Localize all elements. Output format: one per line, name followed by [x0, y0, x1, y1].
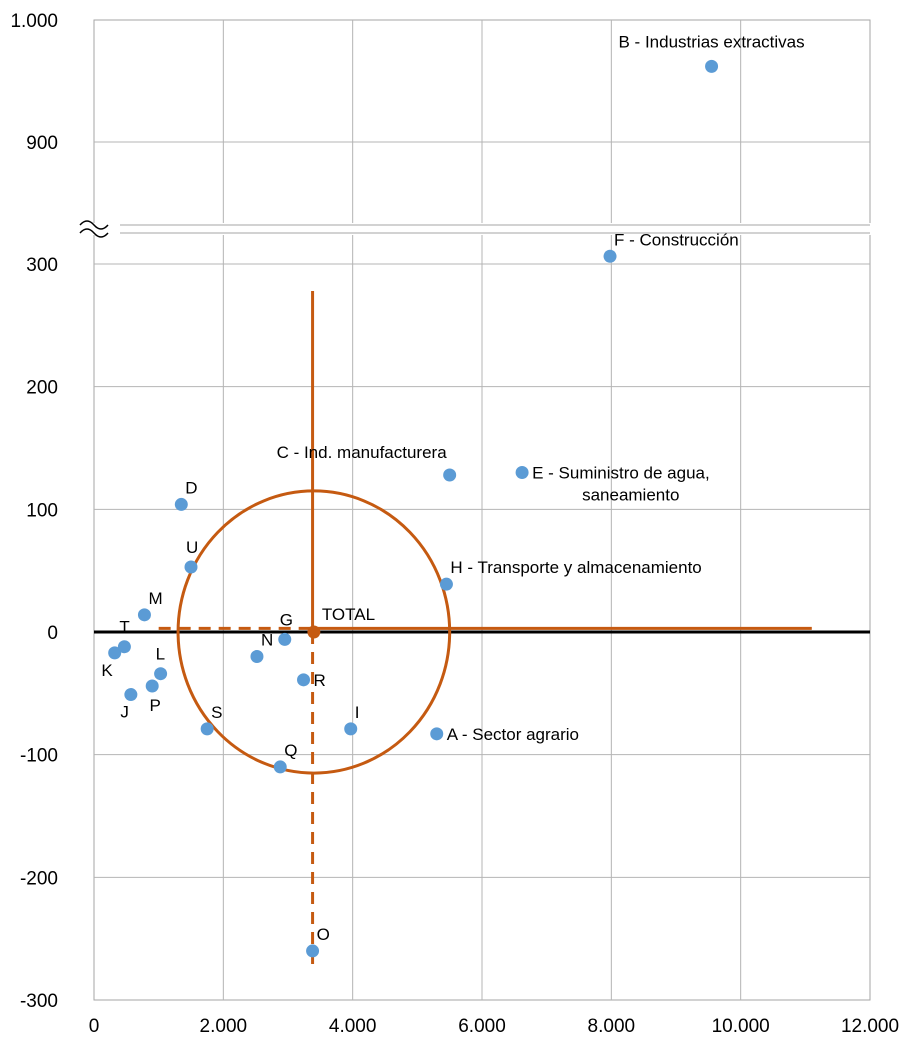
data-point: [145, 679, 159, 693]
data-point: [154, 667, 168, 681]
data-point: [278, 632, 292, 646]
data-point: [250, 650, 264, 664]
axis-break-band: [92, 223, 872, 235]
data-point: [184, 560, 198, 574]
x-tick-label: 2.000: [200, 1016, 248, 1037]
point-label: N: [261, 631, 273, 650]
data-point: [200, 722, 214, 736]
point-label: T: [119, 618, 129, 637]
data-point: [705, 59, 719, 73]
x-tick-label: 4.000: [329, 1016, 377, 1037]
point-label: G: [280, 610, 293, 629]
point-label: saneamiento: [582, 486, 679, 505]
y-tick-label: 200: [26, 378, 58, 399]
point-label: J: [120, 703, 129, 722]
point-label: R: [314, 671, 326, 690]
point-label: P: [150, 696, 161, 715]
y-tick-label: -100: [20, 746, 58, 767]
point-label: L: [156, 645, 165, 664]
axis-break: [79, 220, 872, 238]
data-point: [439, 577, 453, 591]
x-tick-label: 0: [89, 1016, 100, 1037]
point-label: B - Industrias extractivas: [619, 32, 805, 51]
data-points: [108, 59, 719, 958]
point-label: A - Sector agrario: [447, 725, 579, 744]
data-point: [297, 673, 311, 687]
point-label: E - Suministro de agua,: [532, 464, 710, 483]
axis-break-symbol: [79, 228, 109, 238]
data-point: [306, 944, 320, 958]
data-point: [430, 727, 444, 741]
data-point: [443, 468, 457, 482]
data-point: [108, 646, 122, 660]
y-tick-label: 900: [26, 133, 58, 154]
data-point: [273, 760, 287, 774]
x-tick-label: 6.000: [458, 1016, 506, 1037]
y-tick-label: 100: [26, 500, 58, 521]
point-label: S: [211, 703, 222, 722]
data-point: [344, 722, 358, 736]
point-label: C - Ind. manufacturera: [277, 443, 448, 462]
y-tick-label: 0: [47, 623, 58, 644]
data-point: [515, 466, 529, 480]
point-labels: TOTAL A - Sector agrario B - Industrias ex…: [101, 32, 804, 944]
point-label: U: [186, 538, 198, 557]
point-label: I: [355, 703, 360, 722]
tick-labels: 0 2.000 4.000 6.000 8.000 10.000 12.000 -300 -20…: [10, 11, 899, 1037]
data-point: [124, 688, 138, 702]
reference-circle: [176, 489, 452, 775]
point-label: K: [101, 661, 113, 680]
point-label: O: [317, 925, 330, 944]
axis-break-symbol: [79, 220, 109, 230]
data-point: [117, 640, 131, 654]
data-point: [137, 608, 151, 622]
y-tick-label: -300: [20, 991, 58, 1012]
reference-lines: [158, 290, 812, 966]
y-tick-label: 1.000: [10, 11, 58, 32]
point-label: H - Transporte y almacenamiento: [450, 558, 701, 577]
total-point: [307, 625, 321, 639]
x-tick-label: 12.000: [841, 1016, 899, 1037]
data-point: [603, 249, 617, 263]
total-label: TOTAL: [322, 605, 375, 624]
grid-layer: [93, 19, 871, 1001]
point-label: D: [185, 478, 197, 497]
y-tick-label: 300: [26, 255, 58, 276]
x-tick-label: 8.000: [588, 1016, 636, 1037]
x-tick-label: 10.000: [712, 1016, 770, 1037]
y-tick-label: -200: [20, 868, 58, 889]
point-label: F - Construcción: [614, 230, 739, 249]
data-point: [174, 497, 188, 511]
point-label: M: [148, 589, 162, 608]
point-label: Q: [284, 741, 297, 760]
